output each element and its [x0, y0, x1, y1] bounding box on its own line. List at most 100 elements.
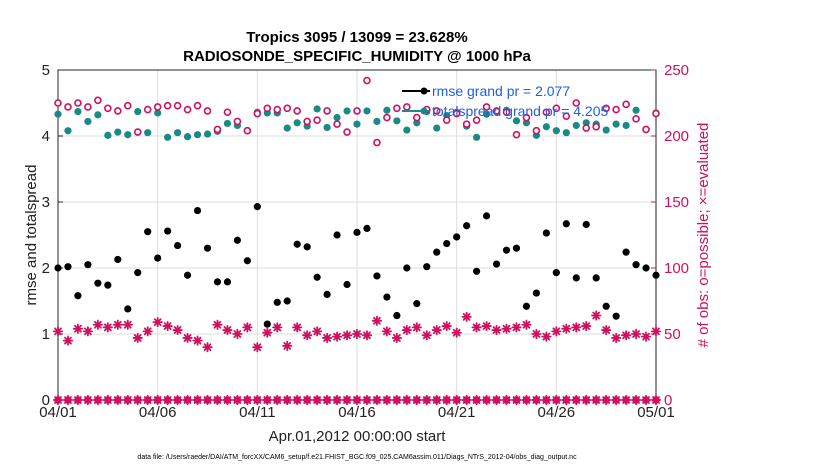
evaluated-point — [321, 332, 333, 344]
totalspread-point — [323, 123, 331, 132]
evaluated-star-stroke — [273, 323, 282, 332]
evaluated-star-stroke — [612, 396, 621, 404]
rmse-point — [482, 212, 491, 220]
possible-point — [223, 108, 232, 117]
possible-point — [323, 107, 331, 115]
totalspread-point — [612, 120, 620, 128]
evaluated-star-stroke — [442, 396, 451, 404]
x-tick-label: 04/01 — [39, 404, 77, 421]
evaluated-star-stroke — [353, 396, 361, 404]
evaluated-zero-point — [401, 394, 412, 406]
evaluated-point — [381, 326, 393, 337]
possible-point — [642, 125, 650, 134]
evaluated-point — [292, 322, 303, 333]
evaluated-point — [361, 330, 373, 341]
evaluated-star-stroke — [163, 396, 172, 404]
evaluated-star-stroke — [492, 326, 501, 334]
evaluated-zero-point — [222, 394, 233, 406]
evaluated-star-stroke — [572, 323, 581, 332]
evaluated-point — [222, 324, 233, 336]
evaluated-zero-point — [321, 394, 333, 406]
evaluated-point — [242, 322, 253, 333]
evaluated-star-stroke — [193, 336, 202, 345]
possible-point — [94, 96, 102, 105]
evaluated-zero-point — [541, 394, 552, 406]
rmse-point — [54, 264, 62, 272]
evaluated-point — [441, 320, 452, 332]
evaluated-zero-point — [630, 394, 642, 406]
possible-point — [552, 104, 561, 113]
possible-point — [84, 103, 92, 111]
rmse-point — [193, 206, 202, 215]
evaluated-star-stroke — [522, 320, 531, 329]
evaluated-star-stroke — [632, 330, 640, 338]
evaluated-zero-point — [451, 394, 462, 406]
evaluated-zero-point — [561, 394, 572, 406]
chart-title-line-2: RADIOSONDE_SPECIFIC_HUMIDITY @ 1000 hPa — [183, 48, 531, 65]
rmse-point — [203, 244, 212, 252]
possible-point — [393, 104, 401, 113]
rmse-point — [502, 246, 511, 254]
possible-point — [74, 99, 82, 107]
totalspread-point — [562, 129, 570, 137]
evaluated-zero-point — [501, 394, 512, 406]
rmse-point — [492, 260, 501, 268]
evaluated-star-stroke — [143, 396, 152, 404]
evaluated-zero-point — [371, 394, 383, 406]
evaluated-star-stroke — [353, 330, 361, 338]
evaluated-zero-point — [571, 394, 582, 406]
evaluated-star-stroke — [173, 396, 182, 404]
totalspread-point — [313, 105, 321, 113]
y-left-tick-label: 5 — [42, 62, 50, 79]
evaluated-zero-point — [411, 394, 422, 406]
rmse-point — [303, 243, 311, 251]
rmse-point — [353, 228, 361, 236]
possible-point — [572, 99, 581, 107]
rmse-point — [343, 280, 351, 289]
evaluated-zero-point — [312, 394, 323, 406]
rmse-point — [373, 272, 381, 280]
x-tick-label: 04/06 — [139, 404, 177, 421]
rmse-point — [413, 300, 421, 308]
evaluated-star-stroke — [64, 336, 72, 345]
rmse-point — [622, 248, 630, 256]
evaluated-point — [601, 324, 612, 336]
evaluated-zero-point — [431, 394, 442, 406]
evaluated-star-stroke — [602, 396, 611, 404]
possible-point — [462, 120, 471, 128]
evaluated-star-stroke — [373, 396, 381, 404]
evaluated-point — [182, 332, 193, 344]
evaluated-star-stroke — [113, 396, 122, 404]
evaluated-star-stroke — [243, 323, 252, 332]
evaluated-zero-point — [581, 394, 592, 406]
evaluated-star-stroke — [54, 327, 62, 336]
evaluated-zero-point — [331, 394, 343, 406]
rmse-point — [183, 271, 192, 279]
totalspread-point — [552, 127, 560, 135]
rmse-point — [243, 257, 251, 265]
evaluated-star-stroke — [532, 396, 541, 404]
evaluated-star-stroke — [103, 396, 112, 404]
evaluated-star-stroke — [373, 316, 381, 325]
totalspread-point — [84, 117, 92, 126]
evaluated-point — [142, 326, 153, 337]
x-axis-label: Apr.01,2012 00:00:00 start — [269, 428, 447, 445]
rmse-point — [433, 248, 441, 256]
evaluated-star-stroke — [223, 326, 232, 334]
evaluated-star-stroke — [383, 327, 391, 336]
evaluated-zero-point — [391, 394, 402, 406]
evaluated-zero-point — [152, 394, 163, 406]
evaluated-star-stroke — [652, 327, 660, 336]
rmse-point — [74, 292, 82, 300]
possible-point — [432, 107, 441, 115]
evaluated-star-stroke — [64, 396, 72, 404]
rmse-point — [174, 241, 182, 250]
data-file-footnote: data file: /Users/raeder/DAI/ATM_forcXX/… — [137, 454, 577, 461]
possible-point — [582, 124, 591, 132]
evaluated-star-stroke — [253, 343, 262, 352]
possible-point — [403, 103, 411, 111]
evaluated-star-stroke — [642, 332, 650, 341]
evaluated-zero-point — [172, 394, 183, 406]
evaluated-zero-point — [621, 394, 632, 406]
evaluated-zero-point — [511, 394, 522, 406]
